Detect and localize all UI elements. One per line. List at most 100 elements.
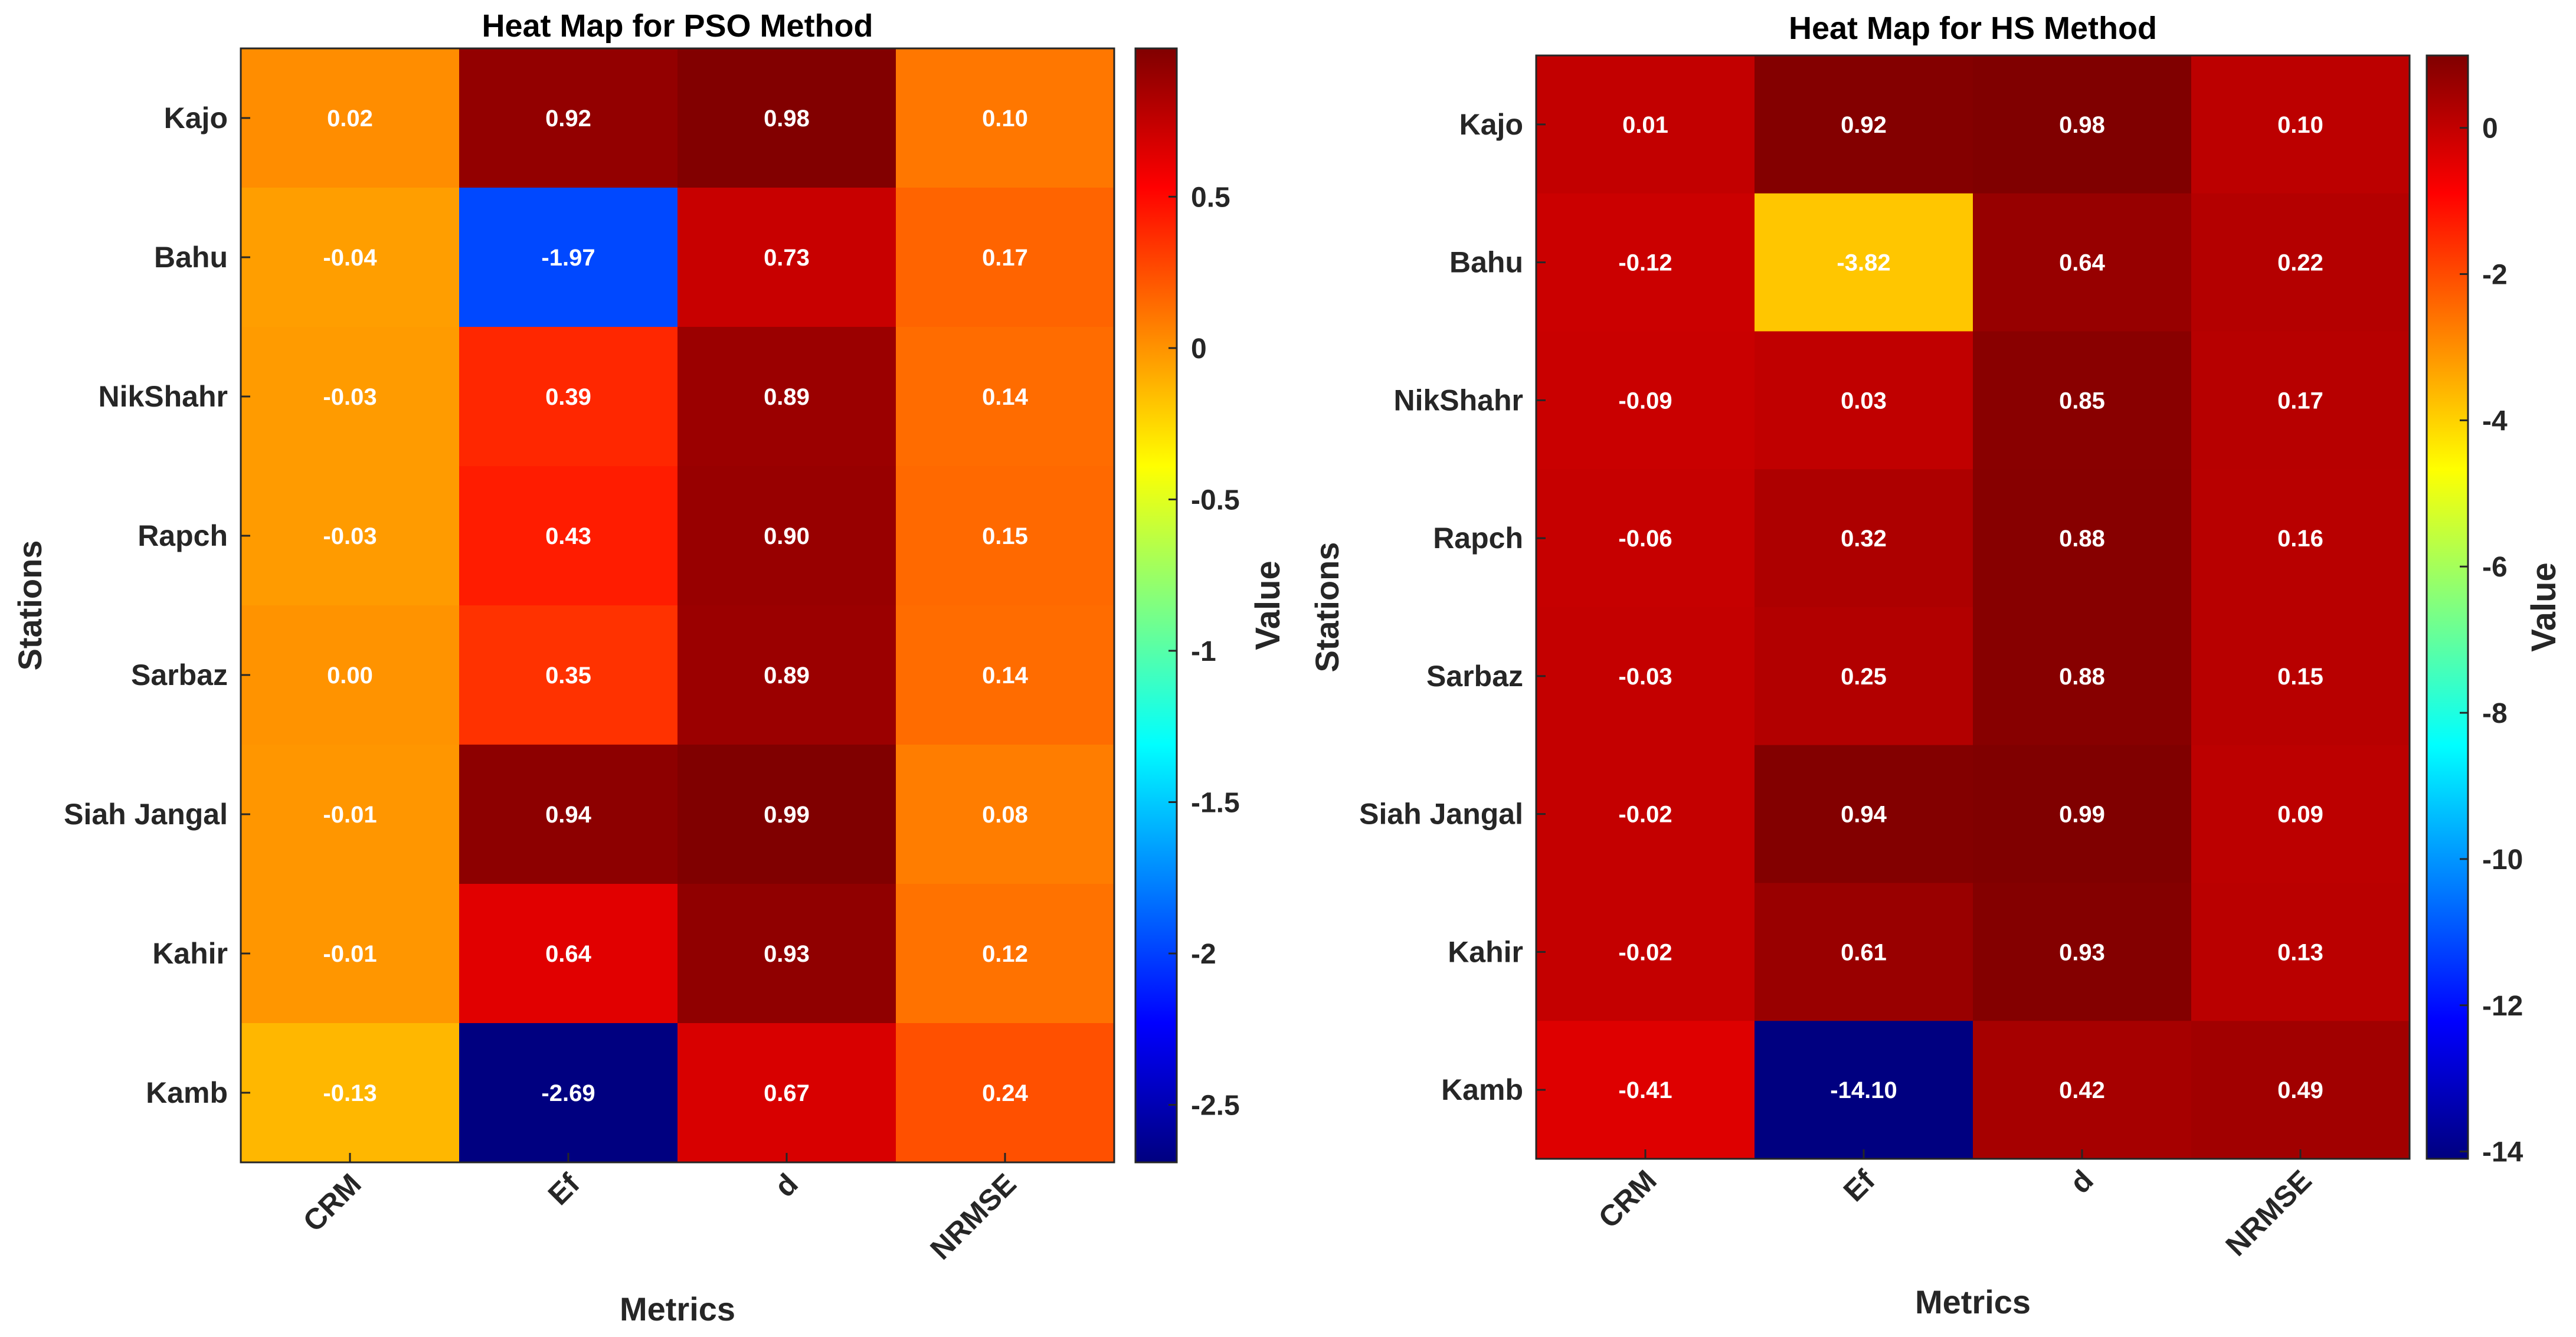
colorbar-tick-label: -2.5: [1191, 1090, 1240, 1122]
cell-value-label: -0.04: [323, 245, 377, 271]
heatmap-cell: [459, 327, 678, 467]
heatmap-cell: [896, 745, 1115, 884]
cell-value-label: 0.94: [545, 802, 592, 828]
heatmap-cell: [459, 188, 678, 327]
colorbar-tick-label: 0: [2482, 113, 2498, 145]
y-tick-label: NikShahr: [98, 380, 228, 413]
cell-value-label: 0.88: [2059, 664, 2105, 690]
x-tick-label: CRM: [297, 1167, 368, 1238]
cell-value-label: 0.14: [982, 384, 1029, 410]
heatmap-panel-0: Heat Map for PSO Method 0.02 0.92 0.98 0.10 -…: [11, 8, 1287, 1328]
cell-value-label: -0.02: [1618, 802, 1672, 828]
heatmap-cell: [1755, 469, 1973, 608]
cell-value-label: 0.89: [764, 663, 810, 689]
colorbar-tick-label: -4: [2482, 405, 2508, 437]
colorbar-tick-label: -2: [2482, 260, 2508, 291]
heatmap-cell: [1973, 55, 2192, 194]
heatmap-cell: [459, 745, 678, 884]
heatmap-cell: [1973, 745, 2192, 883]
colorbar-tick-label: 0: [1191, 333, 1207, 365]
heatmap-cell: [1755, 607, 1973, 746]
colorbar-label: Value: [2525, 562, 2563, 652]
cell-value-label: 0.08: [982, 802, 1028, 828]
heatmap-cell: [1755, 1021, 1973, 1159]
heatmap-cell: [896, 188, 1115, 327]
cell-value-label: 0.61: [1841, 939, 1887, 965]
colorbar-tick-label: 0.5: [1191, 182, 1230, 213]
heatmap-cell: [241, 188, 460, 327]
heatmap-cell: [1536, 193, 1755, 332]
heatmap-cell: [241, 605, 460, 745]
y-axis-label: Stations: [1308, 542, 1346, 673]
plot-frame: [240, 47, 1115, 1164]
y-tick-label: Rapch: [1433, 522, 1523, 555]
cell-value-label: 0.98: [764, 106, 810, 132]
x-axis-label: Metrics: [620, 1290, 735, 1328]
cell-value-label: -0.09: [1618, 388, 1672, 414]
heatmap-cell: [1973, 331, 2192, 470]
heatmap-cell: [241, 1023, 460, 1163]
cell-value-label: 0.32: [1841, 526, 1887, 552]
heatmap-cell: [2191, 331, 2410, 470]
cell-value-label: 0.67: [764, 1080, 810, 1106]
colorbar-tick-label: -10: [2482, 844, 2523, 876]
cell-value-label: 0.73: [764, 245, 810, 271]
cell-value-label: 0.85: [2059, 388, 2105, 414]
heatmap-cell: [896, 1023, 1115, 1163]
heatmap-cell: [459, 1023, 678, 1163]
cell-value-label: 0.35: [545, 663, 591, 689]
cell-value-label: 0.39: [545, 384, 591, 410]
heatmap-cell: [241, 327, 460, 467]
heatmap-cell: [1536, 745, 1755, 883]
y-tick-label: Sarbaz: [131, 658, 228, 692]
cell-value-label: 0.89: [764, 384, 810, 410]
cell-value-label: -0.01: [323, 941, 377, 967]
heatmap-cell: [241, 466, 460, 606]
heatmap-cell: [677, 745, 896, 884]
cell-value-label: -2.69: [541, 1080, 595, 1106]
cell-value-label: 0.93: [764, 941, 810, 967]
colorbar-tick-label: -2: [1191, 939, 1216, 970]
heatmap-cell: [459, 605, 678, 745]
colorbar-tick-label: -14: [2482, 1137, 2523, 1168]
cell-value-label: 0.17: [982, 245, 1028, 271]
cell-value-label: -0.03: [323, 523, 377, 549]
colorbar-tick-label: -12: [2482, 991, 2523, 1022]
cell-value-label: -0.01: [323, 802, 377, 828]
cell-value-label: 0.01: [1622, 112, 1668, 138]
cell-value-label: -3.82: [1837, 250, 1890, 276]
cell-value-label: 0.43: [545, 523, 591, 549]
y-tick-label: Kajo: [164, 101, 228, 135]
cell-value-label: 0.22: [2277, 250, 2323, 276]
cell-value-label: 0.14: [982, 663, 1029, 689]
cell-value-label: 0.93: [2059, 939, 2105, 965]
cell-value-label: -0.12: [1618, 250, 1672, 276]
y-axis-label: Stations: [11, 540, 48, 671]
heatmap-cell: [2191, 745, 2410, 883]
cell-value-label: 0.64: [545, 941, 592, 967]
y-tick-label: Bahu: [154, 241, 228, 274]
heatmap-cell: [1973, 883, 2192, 1021]
heatmap-cell: [1973, 469, 2192, 608]
heatmap-cell: [241, 884, 460, 1024]
colorbar: [2426, 54, 2469, 1160]
x-axis-label: Metrics: [1915, 1283, 2031, 1320]
heatmap-cell: [677, 48, 896, 188]
heatmap-cell: [1755, 193, 1973, 332]
colorbar-tick-label: -8: [2482, 698, 2508, 729]
heatmap-cell: [459, 48, 678, 188]
heatmap-cell: [2191, 55, 2410, 194]
cell-value-label: 0.17: [2277, 388, 2323, 414]
cell-value-label: -0.13: [323, 1080, 377, 1106]
cell-value-label: -14.10: [1830, 1077, 1897, 1103]
plot-frame: [1535, 54, 2411, 1160]
y-tick-label: Kamb: [146, 1076, 228, 1109]
x-tick-label: Ef: [1837, 1164, 1881, 1208]
heatmap-cell: [677, 188, 896, 327]
cell-value-label: 0.15: [2277, 664, 2323, 690]
y-tick-label: Kamb: [1441, 1073, 1523, 1106]
heatmap-cell: [1536, 883, 1755, 1021]
y-tick-label: Kajo: [1459, 108, 1523, 141]
cell-value-label: 0.00: [327, 663, 373, 689]
